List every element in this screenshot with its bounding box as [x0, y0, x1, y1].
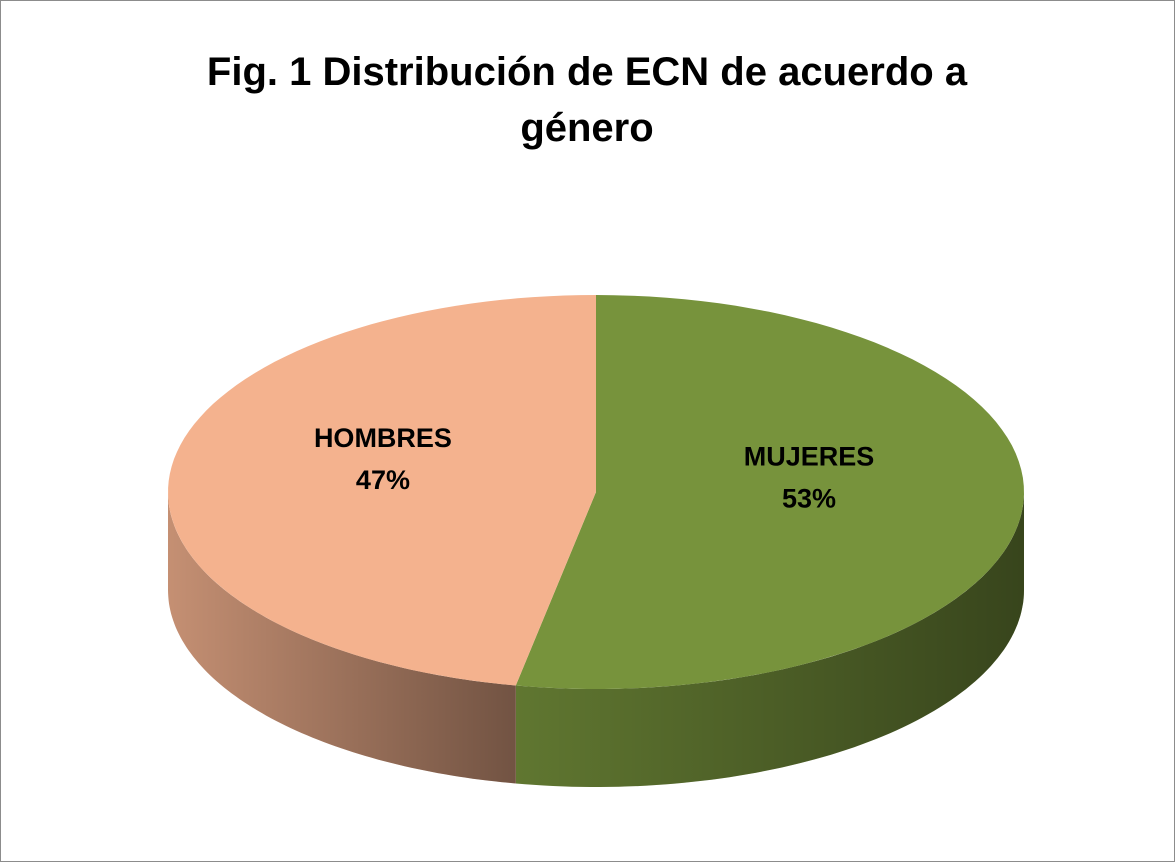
chart-title: Fig. 1 Distribución de ECN de acuerdo a …: [206, 50, 968, 150]
slice-side-shade: [168, 492, 516, 784]
slice-label: MUJERES: [744, 441, 875, 471]
slice: [515, 295, 1024, 689]
slice: [168, 295, 596, 686]
slice-label: HOMBRES: [314, 423, 452, 453]
slice-value-label: 47%: [356, 465, 410, 495]
slice-value-label: 53%: [782, 483, 836, 513]
slice-side-shade: [515, 492, 1024, 787]
